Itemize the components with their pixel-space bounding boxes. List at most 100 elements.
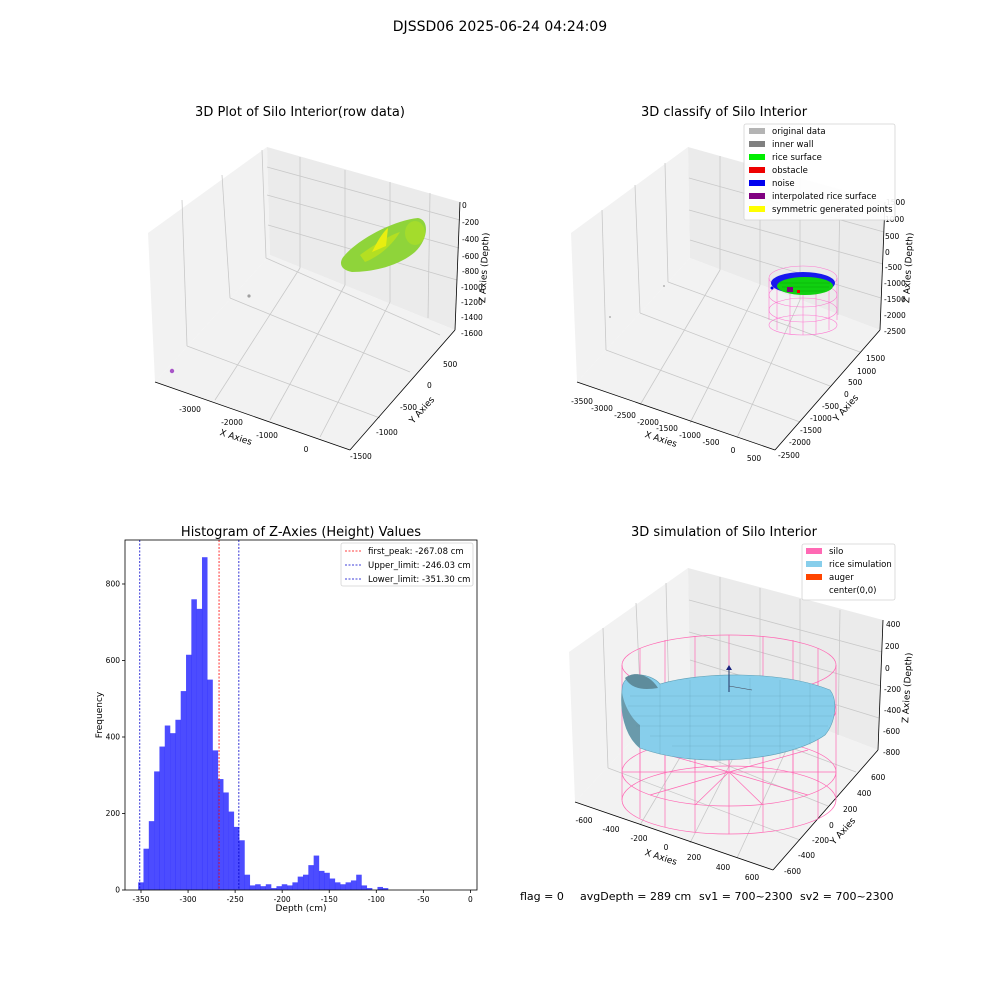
tick-label: -200	[884, 685, 901, 694]
histogram-bar	[191, 599, 197, 890]
histogram-x-ticks: -350 -300 -250 -200 -150 -100 -50 0	[132, 890, 473, 904]
classify-y-axis	[774, 329, 881, 451]
histogram-bar	[271, 888, 277, 890]
tick-label: -300	[180, 895, 197, 904]
tick-label: 1500	[886, 198, 905, 207]
histogram-bar	[196, 608, 203, 890]
tick-label: -1000	[376, 428, 398, 437]
legend-label: symmetric generated points	[772, 205, 893, 215]
tick-label: -500	[822, 402, 839, 411]
tick-label: -400	[462, 235, 479, 244]
raw-x-axis	[154, 381, 351, 451]
sim-x-axis	[574, 801, 774, 871]
classify-x-axis	[576, 381, 776, 451]
histogram-bar	[217, 779, 224, 890]
legend-label: Upper_limit: -246.03 cm	[368, 561, 471, 571]
legend-swatch	[749, 193, 765, 199]
sim-z-label: Z Axies (Depth)	[901, 652, 915, 723]
legend-label: original data	[772, 127, 826, 137]
tick-label: 0	[664, 843, 669, 852]
tick-label: -600	[883, 727, 900, 736]
histogram-y-label: Frequency	[95, 691, 105, 738]
tick-label: -400	[602, 825, 619, 834]
histogram-bar	[350, 880, 357, 890]
histogram-x-label: Depth (cm)	[275, 904, 326, 914]
tick-label: 600	[871, 773, 886, 782]
tick-label: 0	[829, 821, 834, 830]
histogram-bars	[138, 557, 389, 890]
tick-label: 400	[106, 732, 121, 741]
raw-x-label: X Axies	[218, 428, 253, 448]
tick-label: -600	[462, 252, 479, 261]
tick-label: -1000	[679, 431, 701, 440]
histogram-bar	[239, 840, 245, 890]
legend-box	[340, 542, 474, 587]
panel-classify-title: 3D classify of Silo Interior	[641, 105, 808, 120]
histogram-bar	[143, 848, 150, 890]
tick-label: -350	[132, 895, 149, 904]
tick-label: 0	[468, 895, 473, 904]
histogram-bar	[138, 882, 144, 890]
panel-raw-title: 3D Plot of Silo Interior(row data)	[195, 105, 405, 120]
tick-label: 200	[885, 642, 900, 651]
panel-histogram: Histogram of Z-Axies (Height) Values -35…	[95, 525, 478, 914]
panel-simulation-title: 3D simulation of Silo Interior	[631, 525, 818, 540]
legend-label: auger	[829, 573, 854, 583]
histogram-bar	[287, 885, 293, 890]
raw-x-ticks: -3000 -2000 -1000 0	[179, 405, 309, 454]
panel-simulation: 3D simulation of Silo Interior	[569, 525, 915, 882]
tick-label: 500	[885, 232, 900, 241]
classify-x-label: X Axies	[643, 430, 678, 450]
histogram-bar	[366, 888, 373, 890]
histogram-bar	[164, 725, 171, 890]
tick-label: 0	[731, 446, 736, 455]
raw-pane-floor	[155, 255, 455, 450]
tick-label: 0	[844, 390, 849, 399]
sim-x-ticks: -600 -400 -200 0 200 400 600	[575, 816, 759, 882]
tick-label: -2000	[637, 418, 659, 427]
tick-label: -3500	[571, 397, 593, 406]
legend-box	[801, 543, 896, 601]
legend-label: center(0,0)	[829, 586, 877, 596]
histogram-bar	[244, 874, 251, 890]
histogram-bar	[260, 886, 266, 890]
tick-label: -1500	[800, 426, 822, 435]
histogram-vlines	[139, 540, 240, 890]
raw-pane-left	[148, 147, 270, 382]
raw-y-ticks: 500 0 -500 -1000 -1500	[350, 360, 458, 461]
histogram-bar	[324, 872, 330, 890]
sim-z-axis	[877, 619, 884, 751]
tick-label: -1400	[461, 313, 483, 322]
legend-swatch	[749, 154, 765, 160]
histogram-bar	[292, 882, 298, 890]
raw-z-axis	[454, 201, 461, 331]
histogram-bar	[308, 865, 314, 890]
tick-label: -1600	[461, 329, 483, 338]
histogram-bar	[228, 811, 235, 890]
tick-label: -800	[883, 748, 900, 757]
raw-z-label: Z Axies (Depth)	[478, 232, 492, 303]
classify-point-cloud	[609, 265, 838, 336]
status-line: flag = 0 avgDepth = 289 cm sv1 = 700~230…	[520, 890, 894, 903]
legend-swatch	[806, 587, 822, 593]
histogram-title: Histogram of Z-Axies (Height) Values	[181, 525, 421, 540]
tick-label: -2000	[884, 311, 906, 320]
histogram-bar	[201, 557, 208, 890]
histogram-bar	[265, 884, 272, 890]
legend-swatch	[806, 574, 822, 580]
tick-label: -200	[630, 834, 647, 843]
tick-label: -3000	[591, 404, 613, 413]
tick-label: -1500	[656, 424, 678, 433]
histogram-bar	[345, 882, 352, 890]
tick-label: 0	[885, 248, 890, 257]
sim-legend: silo rice simulation auger center(0,0)	[801, 543, 896, 601]
tick-label: 0	[427, 381, 432, 390]
histogram-bar	[313, 855, 320, 890]
tick-label: -1000	[461, 283, 483, 292]
sim-z-ticks: 400 200 0 -200 -400 -600 -800	[883, 620, 901, 757]
tick-label: -150	[321, 895, 338, 904]
tick-label: -2500	[884, 327, 906, 336]
classify-pane-floor	[577, 258, 880, 450]
classify-z-label: Z Axies (Depth)	[902, 232, 916, 303]
